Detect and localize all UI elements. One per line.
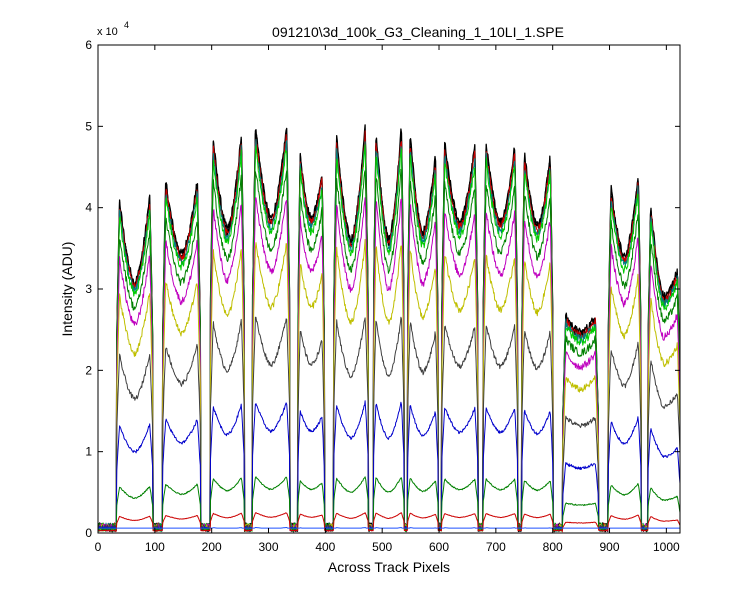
y-exponent-value: 4 xyxy=(124,20,129,30)
y-axis-label: Intensity (ADU) xyxy=(59,242,75,337)
y-tick-label: 2 xyxy=(85,363,92,377)
y-tick-label: 0 xyxy=(85,526,92,540)
x-axis-label: Across Track Pixels xyxy=(328,559,450,575)
series-line xyxy=(98,197,680,532)
chart-title: 091210\3d_100k_G3_Cleaning_1_10LI_1.SPE xyxy=(272,24,564,40)
x-tick-label: 0 xyxy=(95,540,102,554)
series-line xyxy=(98,316,680,531)
x-tick-label: 300 xyxy=(258,540,278,554)
series-line xyxy=(98,476,680,531)
x-tick-label: 500 xyxy=(372,540,392,554)
x-tick-label: 800 xyxy=(543,540,563,554)
y-tick-label: 6 xyxy=(85,38,92,52)
series-line xyxy=(98,400,680,530)
y-exponent-label: x 10 xyxy=(97,26,118,38)
series-line xyxy=(98,168,680,532)
series-line xyxy=(98,144,680,532)
series-layer xyxy=(98,124,680,533)
ticks-layer: 0 100 200 300 400 500 600 700 800 900 1000 0 1 2 3 4 5 6 xyxy=(85,38,680,554)
x-tick-label: 700 xyxy=(486,540,506,554)
y-tick-label: 1 xyxy=(85,445,92,459)
series-line xyxy=(98,139,680,533)
x-tick-label: 1000 xyxy=(653,540,680,554)
series-line xyxy=(98,527,680,529)
series-line xyxy=(98,238,680,531)
x-tick-label: 600 xyxy=(429,540,449,554)
x-tick-label: 900 xyxy=(600,540,620,554)
y-tick-label: 3 xyxy=(85,282,92,296)
y-tick-label: 5 xyxy=(85,119,92,133)
x-tick-label: 200 xyxy=(202,540,222,554)
series-line xyxy=(98,512,680,532)
series-line xyxy=(98,130,680,533)
y-tick-label: 4 xyxy=(85,201,92,215)
x-tick-label: 100 xyxy=(145,540,165,554)
x-tick-label: 400 xyxy=(315,540,335,554)
